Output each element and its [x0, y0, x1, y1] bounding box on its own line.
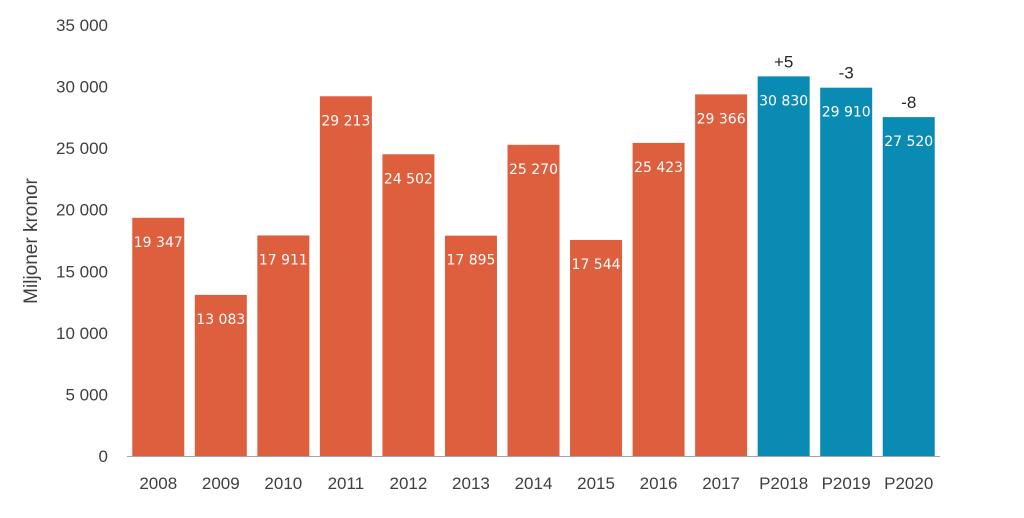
x-tick-label: 2016 [640, 474, 678, 493]
bar-2015 [570, 239, 623, 456]
value-label: 29 366 [697, 111, 746, 127]
value-label: 24 502 [384, 171, 433, 187]
bar-2017 [695, 94, 748, 456]
value-label: 30 830 [759, 93, 808, 109]
value-label: 29 910 [822, 105, 871, 121]
y-tick-label: 15 000 [56, 262, 108, 281]
x-tick-label: 2017 [702, 474, 740, 493]
change-labels: +5 -3 -8 [774, 52, 916, 112]
value-labels: 19 347 13 083 17 911 29 213 24 502 17 895 25 2… [134, 93, 933, 328]
bar-p2019 [820, 87, 873, 456]
bar-2011 [319, 96, 372, 457]
y-tick-label: 35 000 [56, 16, 108, 35]
x-tick-label: 2014 [515, 474, 553, 493]
x-tick-label: 2012 [390, 474, 428, 493]
value-label: 17 544 [572, 257, 621, 273]
y-axis-ticks: 0 5 000 10 000 15 000 20 000 25 000 30 000 35 0… [56, 16, 108, 466]
bar-2008 [132, 217, 185, 456]
y-axis-label: Miljoner kronor [21, 178, 42, 304]
bar-2010 [257, 235, 310, 456]
change-label: +5 [774, 52, 793, 71]
y-tick-label: 0 [99, 447, 108, 466]
x-tick-label: 2010 [264, 474, 302, 493]
change-label: -3 [839, 64, 854, 83]
value-label: 27 520 [884, 134, 933, 150]
x-tick-label: P2018 [759, 474, 808, 493]
y-tick-label: 10 000 [56, 324, 108, 343]
x-tick-label: 2011 [328, 474, 365, 493]
bar-p2020 [882, 117, 935, 457]
value-label: 29 213 [321, 113, 370, 129]
change-label: -8 [901, 93, 916, 112]
bar-2012 [382, 154, 435, 456]
bar-2013 [444, 235, 497, 456]
y-tick-label: 30 000 [56, 78, 108, 97]
value-label: 25 423 [634, 160, 683, 176]
x-tick-label: 2015 [577, 474, 615, 493]
value-label: 17 895 [446, 253, 495, 269]
value-label: 17 911 [259, 252, 308, 268]
value-label: 25 270 [509, 162, 558, 178]
x-tick-label: 2013 [452, 474, 490, 493]
bar-2014 [507, 144, 560, 456]
value-label: 19 347 [134, 235, 183, 251]
y-tick-label: 20 000 [56, 201, 108, 220]
x-axis-ticks: 2008 2009 2010 2011 2012 2013 2014 2015 2016 2017… [139, 474, 933, 493]
x-tick-label: 2009 [202, 474, 240, 493]
x-tick-label: P2020 [884, 474, 933, 493]
bar-2016 [632, 142, 685, 457]
value-label: 13 083 [196, 312, 245, 328]
y-tick-label: 25 000 [56, 139, 108, 158]
x-tick-label: 2008 [139, 474, 177, 493]
y-tick-label: 5 000 [65, 385, 108, 404]
x-tick-label: P2019 [822, 474, 871, 493]
bar-p2018 [757, 76, 810, 456]
bar-2009 [194, 294, 247, 456]
bars [132, 76, 935, 457]
